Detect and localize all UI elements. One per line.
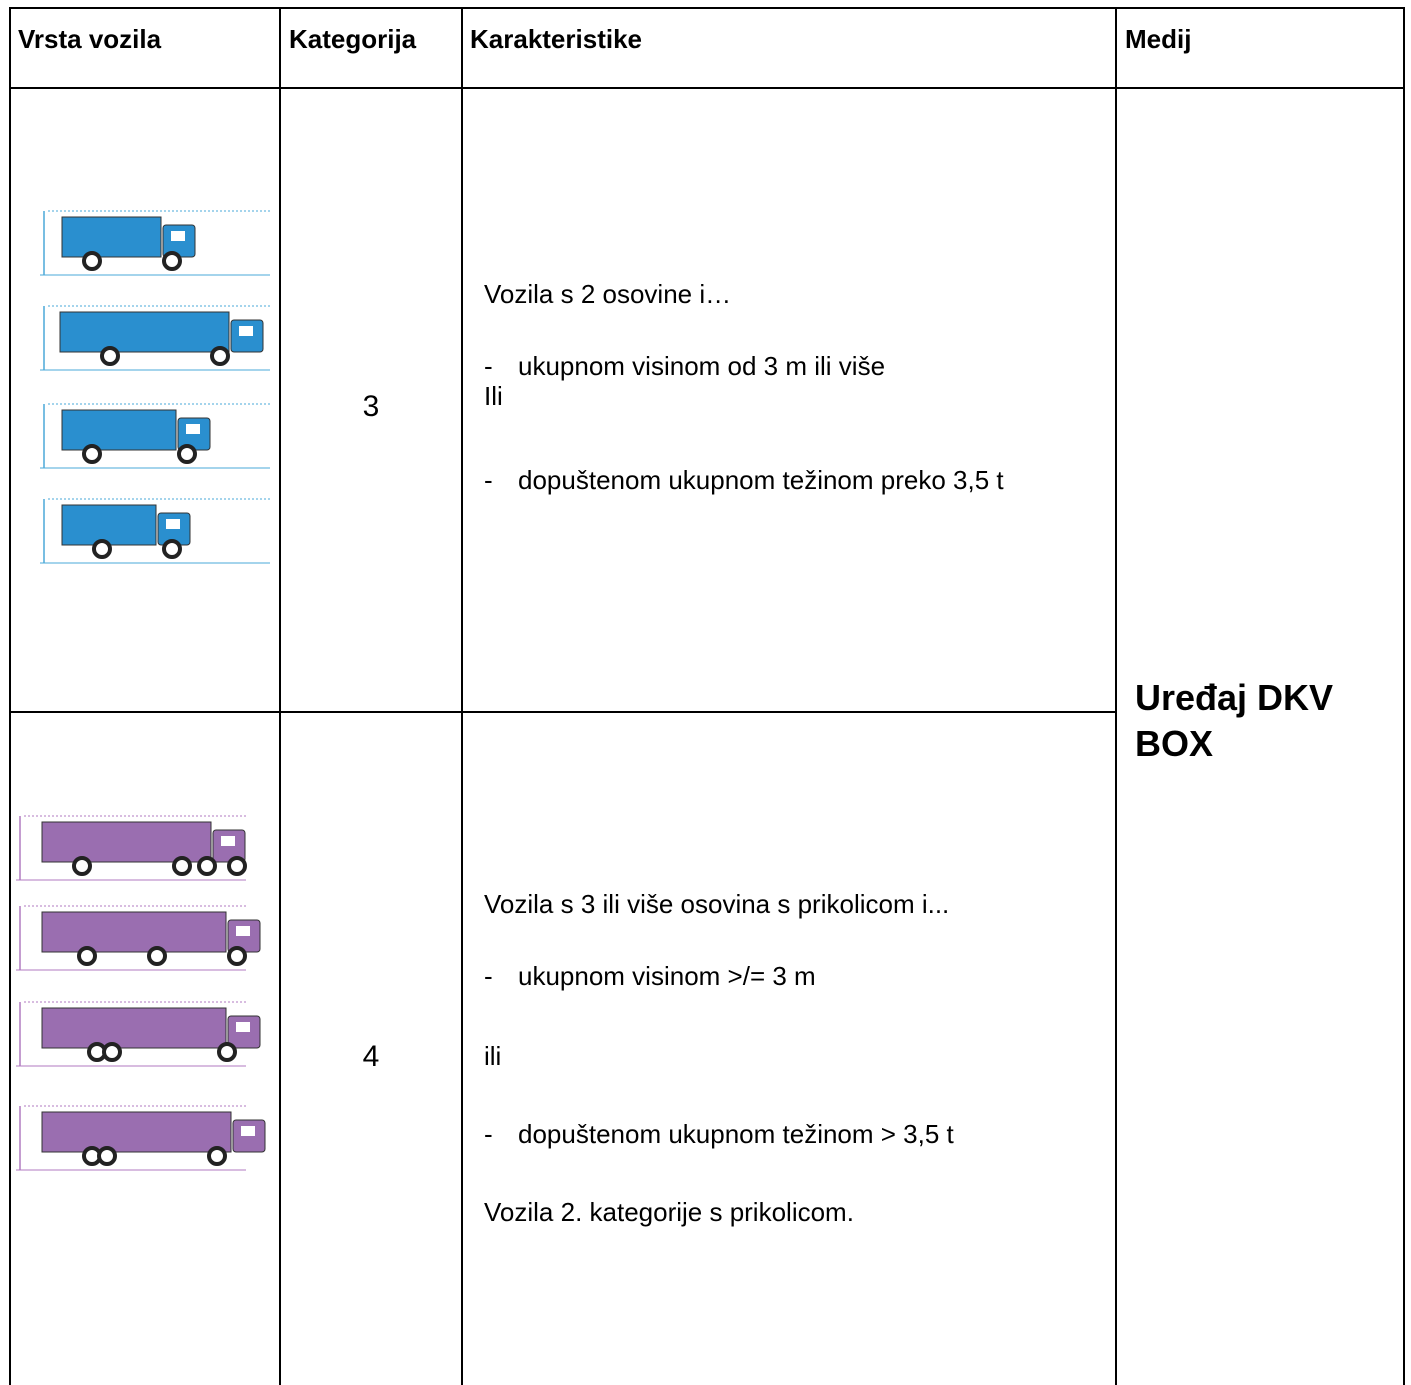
icon-shape [41, 1111, 232, 1153]
icon-shape [92, 539, 112, 559]
text: Ili [484, 381, 503, 411]
icon-shape [217, 1042, 237, 1062]
icon-shape [227, 946, 247, 966]
category: 3 [362, 390, 380, 423]
characteristic: - dopuštenom ukupnom težinom preko 3,5 t [484, 460, 1084, 540]
icon-shape [41, 911, 227, 953]
icon-shape [61, 409, 177, 451]
text: ili [484, 1041, 502, 1071]
icon-shape [41, 1007, 227, 1049]
border [1115, 7, 1117, 1385]
border [9, 711, 1116, 713]
icon-shape [82, 251, 102, 271]
icon-shape [186, 424, 200, 434]
icon-shape [210, 346, 230, 366]
characteristic: Vozila s 3 ili više osovina s prikolicom… [484, 884, 1084, 964]
icon-shape [197, 856, 217, 876]
header-cell: Karakteristike [470, 24, 642, 54]
list-marker: - [484, 465, 493, 495]
icon-shape [41, 821, 212, 863]
icon-shape [61, 504, 157, 546]
icon-shape [162, 539, 182, 559]
icon-shape [82, 444, 102, 464]
characteristic: Vozila s 2 osovine i… [484, 274, 1084, 354]
characteristic: - dopuštenom ukupnom težinom > 3,5 t [484, 1114, 1084, 1194]
characteristic: Vozila 2. kategorije s prikolicom. [484, 1192, 1084, 1272]
characteristic: Ili [484, 376, 1084, 456]
border [9, 7, 1405, 9]
icon-shape [162, 251, 182, 271]
text: Vozila s 3 ili više osovina s prikolicom… [484, 889, 950, 919]
characteristic: ili [484, 1036, 1084, 1116]
icon-shape [227, 856, 247, 876]
border [279, 7, 281, 1385]
icon-shape [221, 836, 235, 846]
characteristic: - ukupnom visinom od 3 m ili više [484, 346, 1084, 426]
icon-shape [100, 346, 120, 366]
icon-shape [207, 1146, 227, 1166]
category: 4 [362, 1040, 380, 1073]
icon-shape [72, 856, 92, 876]
icon-shape [102, 1042, 122, 1062]
icon-shape [166, 519, 180, 529]
text: Vozila s 2 osovine i… [484, 279, 732, 309]
list-marker: - [484, 351, 493, 381]
medium: Uređaj DKV BOX [1135, 677, 1334, 764]
icon-shape [147, 946, 167, 966]
icon-shape [97, 1146, 117, 1166]
icon-shape [77, 946, 97, 966]
header-cell: Vrsta vozila [18, 24, 162, 54]
text: Vozila 2. kategorije s prikolicom. [484, 1197, 854, 1227]
list-marker: - [484, 1119, 493, 1149]
list-text: dopuštenom ukupnom težinom preko 3,5 t [518, 465, 1004, 495]
characteristic: - ukupnom visinom >/= 3 m [484, 956, 1084, 1036]
border [9, 7, 11, 1385]
icon-shape [241, 1126, 255, 1136]
border [1403, 7, 1405, 1385]
header-cell: Medij [1125, 24, 1192, 54]
icon-shape [239, 326, 253, 336]
list-marker: - [484, 961, 493, 991]
header-cell: Kategorija [289, 24, 417, 54]
list-text: ukupnom visinom >/= 3 m [518, 961, 816, 991]
icon-shape [59, 311, 230, 353]
border [461, 7, 463, 1385]
icon-shape [236, 926, 250, 936]
list-text: dopuštenom ukupnom težinom > 3,5 t [518, 1119, 954, 1149]
icon-shape [61, 216, 162, 258]
icon-shape [236, 1022, 250, 1032]
icon-shape [171, 231, 185, 241]
border [9, 87, 1405, 89]
icon-shape [172, 856, 192, 876]
list-text: ukupnom visinom od 3 m ili više [518, 351, 886, 381]
icon-shape [177, 444, 197, 464]
